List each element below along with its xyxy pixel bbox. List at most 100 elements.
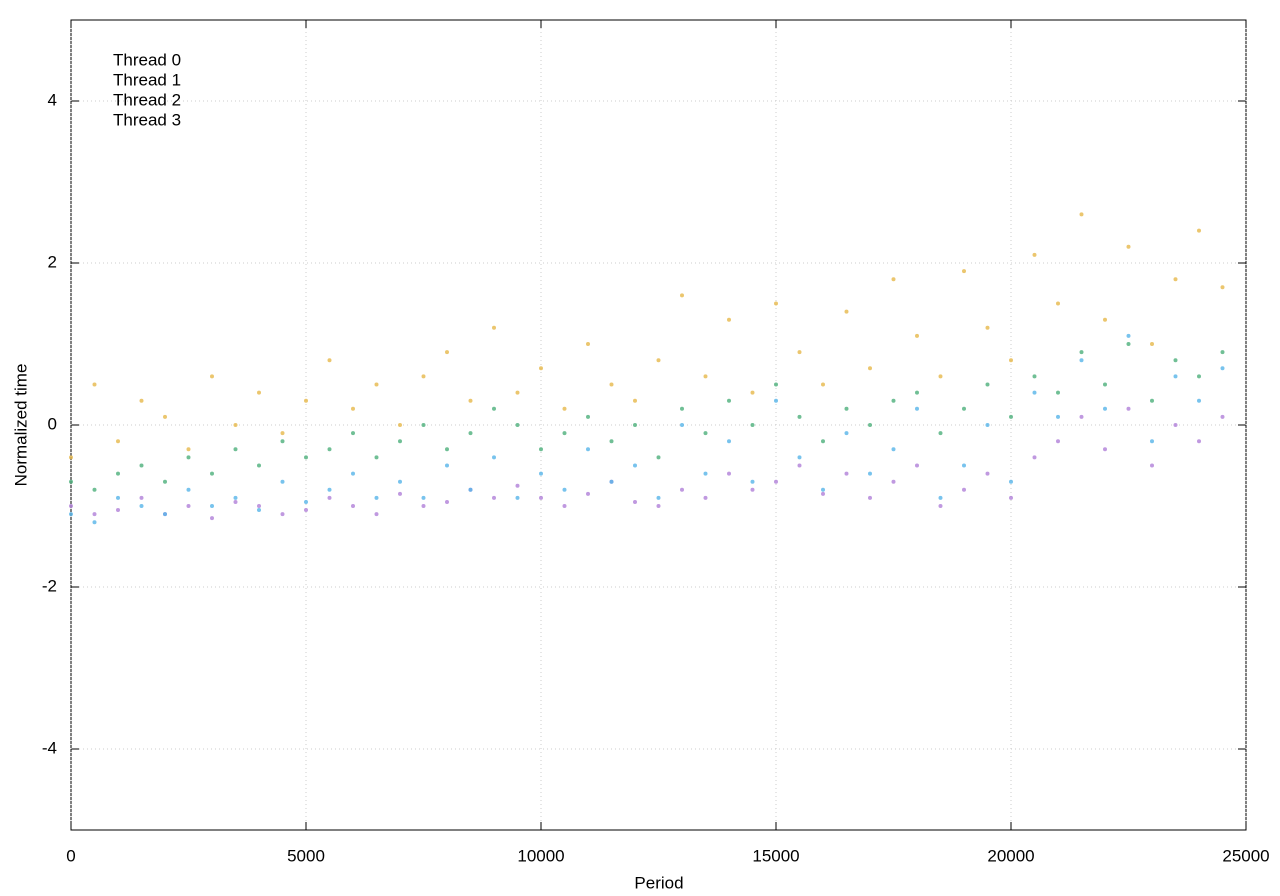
point	[774, 479, 778, 484]
point	[797, 414, 802, 419]
point	[351, 406, 355, 411]
point	[656, 455, 661, 460]
point	[374, 455, 379, 460]
point	[774, 301, 778, 306]
point	[1126, 333, 1131, 338]
point	[1173, 358, 1178, 363]
point	[985, 471, 990, 476]
point	[445, 350, 449, 355]
point	[1032, 455, 1037, 460]
point	[1056, 414, 1060, 419]
point	[327, 487, 332, 492]
point	[609, 439, 614, 444]
point	[1079, 414, 1084, 419]
point	[1220, 366, 1225, 371]
point	[280, 439, 285, 444]
point	[915, 390, 919, 395]
point	[562, 431, 567, 436]
point	[562, 487, 567, 492]
point	[609, 479, 614, 484]
point	[821, 439, 825, 444]
point	[915, 333, 919, 338]
point	[774, 398, 778, 403]
point	[304, 398, 308, 403]
point	[69, 504, 73, 508]
point	[1032, 390, 1037, 395]
point	[750, 423, 755, 427]
point	[492, 495, 496, 500]
point	[1103, 406, 1107, 411]
point	[844, 471, 849, 476]
point	[92, 487, 97, 492]
legend-label: Thread 3	[113, 110, 181, 129]
point	[445, 499, 449, 504]
x-tick-label: 25000	[1222, 846, 1269, 865]
point	[257, 504, 261, 508]
point	[985, 382, 990, 387]
point	[374, 512, 379, 517]
point	[609, 382, 614, 387]
x-tick-label: 10000	[517, 846, 564, 865]
point	[1197, 228, 1201, 233]
point	[656, 504, 661, 508]
point	[116, 439, 120, 444]
point	[962, 269, 966, 274]
point	[844, 406, 849, 411]
point	[962, 487, 966, 492]
y-tick-label: -4	[42, 738, 57, 757]
point	[1150, 342, 1154, 346]
point	[186, 504, 191, 508]
point	[515, 390, 520, 395]
point	[1056, 390, 1060, 395]
point	[1079, 350, 1084, 355]
point	[938, 504, 943, 508]
point	[1150, 398, 1154, 403]
point	[750, 487, 755, 492]
point	[774, 382, 778, 387]
point	[703, 374, 708, 379]
point	[69, 479, 73, 484]
point	[233, 447, 238, 452]
point	[680, 293, 684, 298]
legend-label: Thread 0	[113, 50, 181, 69]
point	[186, 455, 191, 460]
y-tick-label: 0	[48, 414, 57, 433]
point	[492, 406, 496, 411]
point	[398, 479, 402, 484]
point	[1197, 439, 1201, 444]
point	[1009, 479, 1013, 484]
point	[797, 350, 802, 355]
point	[586, 447, 590, 452]
point	[210, 516, 214, 521]
point	[891, 398, 896, 403]
point	[1009, 495, 1013, 500]
point	[421, 423, 426, 427]
point	[1173, 374, 1178, 379]
point	[891, 277, 896, 282]
point	[1150, 439, 1154, 444]
point	[985, 423, 990, 427]
y-axis-label: Normalized time	[11, 364, 30, 487]
point	[116, 471, 120, 476]
point	[116, 495, 120, 500]
point	[821, 491, 825, 496]
point	[398, 423, 402, 427]
point	[727, 398, 731, 403]
point	[257, 463, 261, 468]
point	[562, 504, 567, 508]
x-tick-label: 15000	[752, 846, 799, 865]
y-tick-label: -2	[42, 576, 57, 595]
point	[680, 487, 684, 492]
point	[139, 495, 144, 500]
point	[985, 325, 990, 330]
point	[821, 487, 825, 492]
point	[351, 504, 355, 508]
point	[633, 463, 637, 468]
point	[69, 455, 73, 460]
point	[868, 495, 872, 500]
point	[562, 406, 567, 411]
point	[1150, 463, 1154, 468]
point	[139, 398, 144, 403]
point	[539, 471, 543, 476]
point	[1009, 358, 1013, 363]
